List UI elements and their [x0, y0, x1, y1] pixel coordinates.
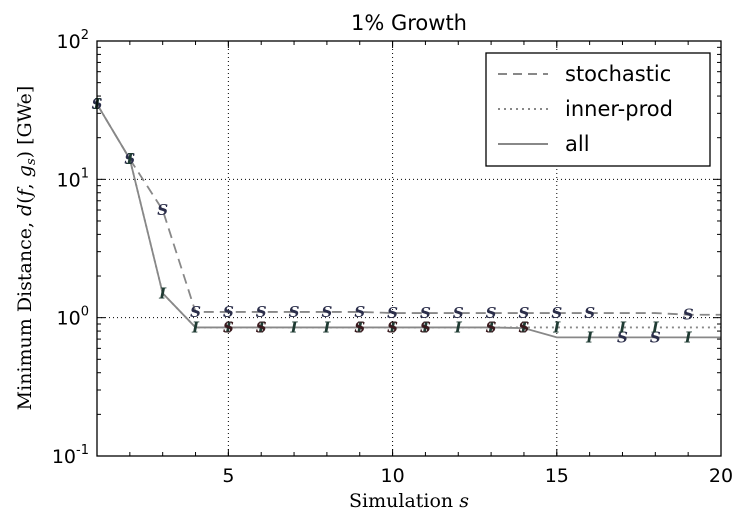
legend-label-stochastic: stochastic [565, 62, 671, 86]
marker-s: S [223, 303, 234, 321]
marker-s: S [289, 303, 300, 321]
chart-title: 1% Growth [351, 11, 467, 35]
x-axis-label-var: s [459, 490, 469, 512]
y-label-comma: , [14, 177, 36, 189]
marker-a: S [256, 318, 267, 336]
marker-i: I [454, 318, 463, 336]
marker-s: S [650, 328, 661, 346]
x-tick-label: 15 [545, 465, 569, 487]
series-line-all [96, 103, 721, 339]
marker-s: S [387, 304, 398, 322]
marker-i: I [125, 150, 134, 168]
x-tick-label: 5 [222, 465, 234, 487]
marker-s: S [256, 303, 267, 321]
plot-frame [96, 40, 722, 457]
marker-s: S [551, 304, 562, 322]
y-label-close: ) [14, 151, 36, 158]
y-label-sub: s [24, 158, 39, 165]
legend-label-inner-prod: inner-prod [565, 97, 673, 121]
marker-a: S [387, 318, 398, 336]
y-label-f: f [14, 186, 36, 198]
marker-i: I [618, 318, 627, 336]
x-tick-label: 10 [380, 465, 404, 487]
marker-i: I [487, 318, 496, 336]
marker-i: I [355, 318, 364, 336]
marker-a: S [420, 318, 431, 336]
y-label-g: g [14, 165, 36, 177]
marker-s: S [190, 303, 201, 321]
legend-label-all: all [565, 132, 590, 156]
marker-s: S [354, 303, 365, 321]
series-lines [96, 103, 721, 339]
marker-i: I [388, 318, 397, 336]
marker-a: S [519, 318, 530, 336]
marker-s: S [486, 304, 497, 322]
marker-s: S [453, 304, 464, 322]
marker-i: I [224, 318, 233, 336]
marker-i: I [191, 318, 200, 336]
y-label-prefix: Minimum Distance, [14, 216, 36, 410]
grid [97, 41, 721, 456]
marker-i: I [158, 284, 167, 302]
marker-i: I [290, 318, 299, 336]
marker-i: I [257, 318, 266, 336]
x-axis-ticks: 5 10 15 20 [96, 41, 733, 487]
marker-i: I [585, 328, 594, 346]
marker-s: S [519, 304, 530, 322]
y-tick-label: 100 [57, 305, 89, 330]
legend: stochastic inner-prod all [485, 52, 711, 167]
x-tick-label: 20 [709, 465, 733, 487]
marker-i: I [651, 318, 660, 336]
marker-s: S [157, 201, 168, 219]
marker-s: S [584, 304, 595, 322]
y-tick-label: 10-1 [52, 443, 89, 468]
marker-i: I [421, 318, 430, 336]
y-label-open: ( [14, 196, 36, 203]
marker-i: I [684, 328, 693, 346]
marker-i: I [552, 318, 561, 336]
marker-a: S [354, 318, 365, 336]
y-tick-label: 101 [57, 166, 89, 191]
marker-a: S [223, 318, 234, 336]
marker-i: I [322, 318, 331, 336]
y-label-func: d [14, 204, 36, 216]
y-axis-label: Minimum Distance, d(f, gs) [GWe] [14, 86, 39, 411]
marker-a: S [486, 318, 497, 336]
y-axis-ticks: 10-1 100 101 102 [52, 28, 721, 468]
marker-s: S [321, 303, 332, 321]
marker-s: S [617, 328, 628, 346]
y-tick-label: 102 [57, 28, 89, 53]
marker-s: S [683, 306, 694, 324]
x-axis-label: Simulation s [349, 490, 469, 512]
marker-s: S [420, 304, 431, 322]
x-axis-label-text: Simulation [349, 490, 453, 512]
marker-i: I [519, 318, 528, 336]
marker-s: S [124, 150, 135, 168]
y-label-unit: [GWe] [14, 86, 36, 151]
